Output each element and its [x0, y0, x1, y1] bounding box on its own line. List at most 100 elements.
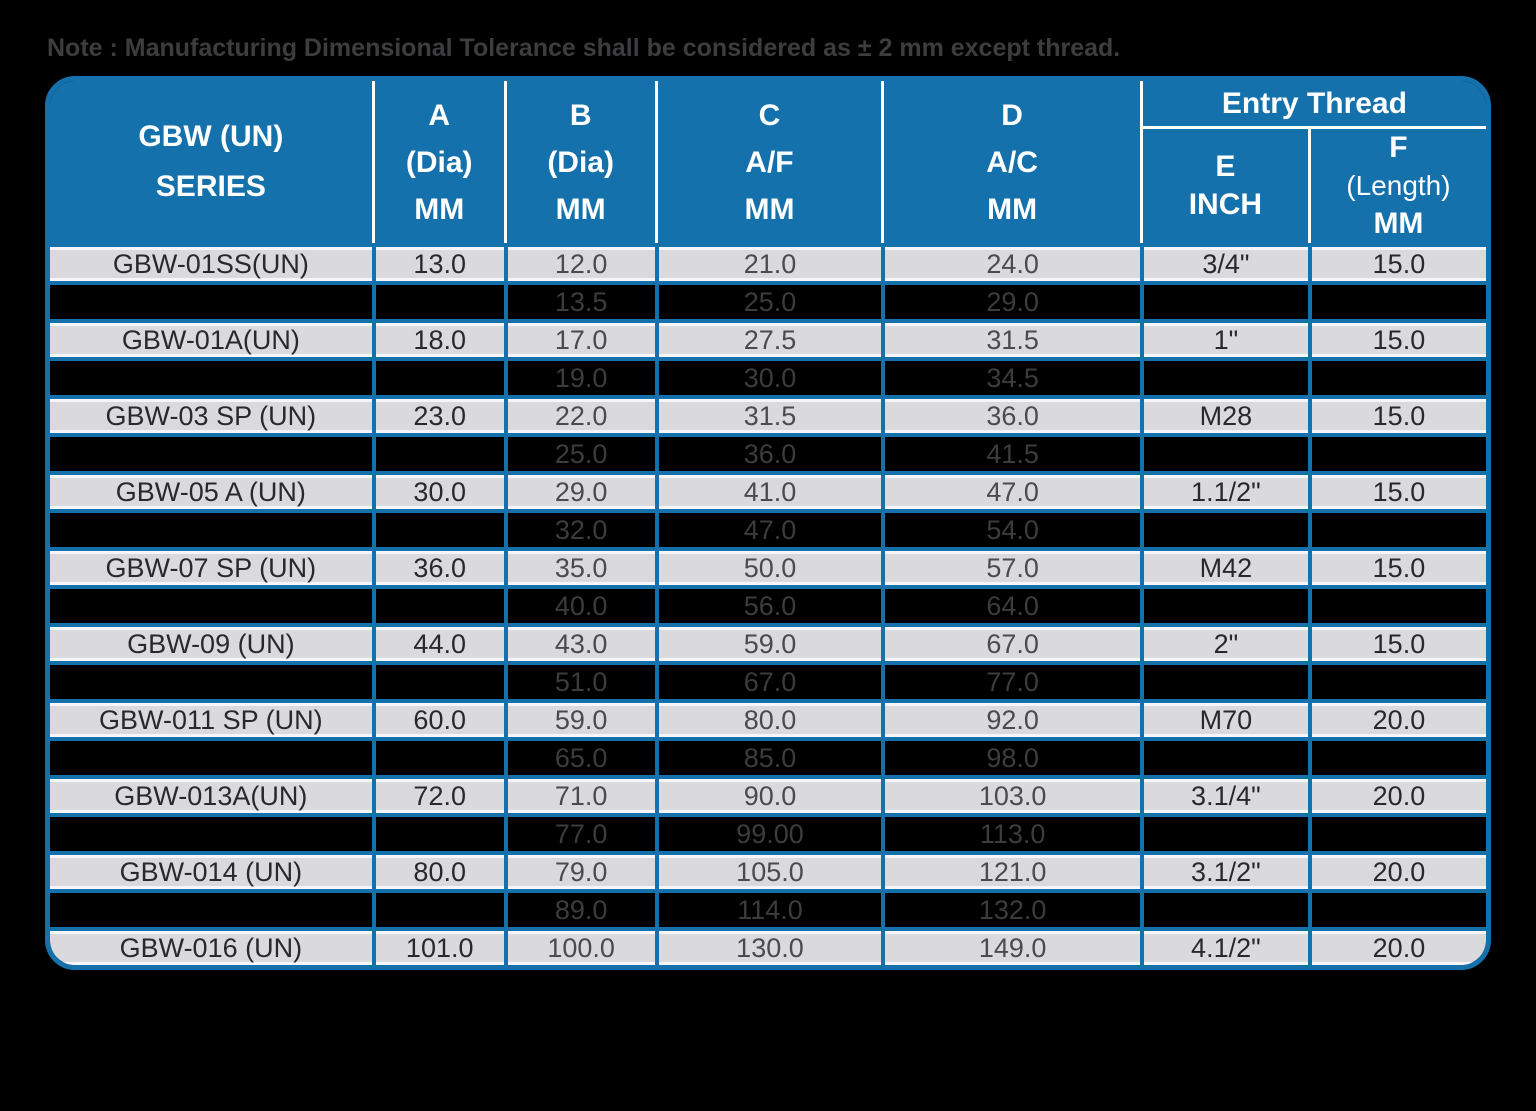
- col-b-dia: (Dia): [547, 145, 614, 179]
- cell-d: 121.0: [881, 851, 1140, 889]
- cell-series: GBW-09 (UN): [50, 623, 372, 661]
- col-f-letter: F: [1389, 131, 1408, 164]
- cell-e: 3/4": [1139, 243, 1308, 281]
- cell-a: [371, 357, 504, 395]
- cell-a: [371, 661, 504, 699]
- col-c-af: A/F: [745, 145, 794, 179]
- cell-d: 24.0: [881, 243, 1140, 281]
- table-row: 32.0 47.0 54.0: [50, 509, 1486, 547]
- gbw-dimension-table: GBW (UN) SERIES A (Dia) MM B (Dia) MM C …: [45, 76, 1491, 970]
- col-e-unit: INCH: [1188, 188, 1263, 221]
- table-row: GBW-01SS(UN) 13.0 12.0 21.0 24.0 3/4" 15.0: [50, 243, 1486, 281]
- cell-e: [1139, 813, 1308, 851]
- col-header-series: GBW (UN) SERIES: [50, 81, 372, 243]
- cell-e: [1139, 433, 1308, 471]
- cell-b: 13.5: [503, 281, 655, 319]
- cell-a: 36.0: [371, 547, 504, 585]
- cell-a: 44.0: [371, 623, 504, 661]
- col-c-letter: C: [758, 98, 781, 132]
- cell-d: 113.0: [881, 813, 1140, 851]
- cell-d: 103.0: [881, 775, 1140, 813]
- cell-c: 30.0: [654, 357, 882, 395]
- cell-f: [1307, 813, 1486, 851]
- table-row: GBW-03 SP (UN) 23.0 22.0 31.5 36.0 M28 15.0: [50, 395, 1486, 433]
- cell-b: 32.0: [503, 509, 655, 547]
- cell-b: 79.0: [503, 851, 655, 889]
- cell-c: 21.0: [654, 243, 882, 281]
- cell-f: [1307, 509, 1486, 547]
- cell-series: [50, 737, 372, 775]
- cell-series: GBW-014 (UN): [50, 851, 372, 889]
- table-body: GBW-01SS(UN) 13.0 12.0 21.0 24.0 3/4" 15.0 13.5…: [50, 243, 1486, 965]
- cell-a: 18.0: [371, 319, 504, 357]
- cell-b: 35.0: [503, 547, 655, 585]
- cell-c: 80.0: [654, 699, 882, 737]
- table-row: GBW-07 SP (UN) 36.0 35.0 50.0 57.0 M42 15.0: [50, 547, 1486, 585]
- cell-a: 101.0: [371, 927, 504, 965]
- col-header-d: D A/C MM: [881, 81, 1140, 243]
- cell-d: 41.5: [881, 433, 1140, 471]
- cell-c: 130.0: [654, 927, 882, 965]
- cell-f: 15.0: [1307, 319, 1486, 357]
- cell-b: 65.0: [503, 737, 655, 775]
- col-d-ac: A/C: [986, 145, 1038, 179]
- cell-f: [1307, 889, 1486, 927]
- cell-e: M42: [1139, 547, 1308, 585]
- col-e-letter: E: [1215, 150, 1236, 183]
- col-a-dia: (Dia): [405, 145, 473, 179]
- cell-series: GBW-03 SP (UN): [50, 395, 372, 433]
- cell-f: 15.0: [1307, 395, 1486, 433]
- cell-b: 59.0: [503, 699, 655, 737]
- col-header-c: C A/F MM: [654, 81, 882, 243]
- cell-e: M28: [1139, 395, 1308, 433]
- table-row: GBW-05 A (UN) 30.0 29.0 41.0 47.0 1.1/2" 15.0: [50, 471, 1486, 509]
- cell-b: 29.0: [503, 471, 655, 509]
- cell-a: [371, 737, 504, 775]
- cell-b: 22.0: [503, 395, 655, 433]
- cell-c: 25.0: [654, 281, 882, 319]
- cell-e: 3.1/2": [1139, 851, 1308, 889]
- table-row: GBW-01A(UN) 18.0 17.0 27.5 31.5 1" 15.0: [50, 319, 1486, 357]
- cell-c: 47.0: [654, 509, 882, 547]
- cell-e: 3.1/4": [1139, 775, 1308, 813]
- col-d-unit: MM: [987, 192, 1038, 226]
- table-row: GBW-016 (UN) 101.0 100.0 130.0 149.0 4.1/2" 20…: [50, 927, 1486, 965]
- cell-b: 40.0: [503, 585, 655, 623]
- cell-a: [371, 509, 504, 547]
- cell-a: 30.0: [371, 471, 504, 509]
- cell-series: GBW-01A(UN): [50, 319, 372, 357]
- cell-a: [371, 813, 504, 851]
- cell-f: [1307, 433, 1486, 471]
- cell-a: [371, 281, 504, 319]
- col-a-letter: A: [428, 98, 451, 132]
- cell-e: M70: [1139, 699, 1308, 737]
- col-f-length: (Length): [1346, 170, 1451, 201]
- cell-c: 105.0: [654, 851, 882, 889]
- cell-f: [1307, 661, 1486, 699]
- cell-d: 29.0: [881, 281, 1140, 319]
- col-b-unit: MM: [555, 192, 606, 226]
- col-b-letter: B: [569, 98, 592, 132]
- cell-d: 47.0: [881, 471, 1140, 509]
- cell-f: 15.0: [1307, 471, 1486, 509]
- cell-f: 15.0: [1307, 623, 1486, 661]
- cell-f: [1307, 737, 1486, 775]
- cell-c: 36.0: [654, 433, 882, 471]
- col-header-a: A (Dia) MM: [371, 81, 504, 243]
- table-header: GBW (UN) SERIES A (Dia) MM B (Dia) MM C …: [50, 81, 1486, 243]
- cell-d: 149.0: [881, 927, 1140, 965]
- cell-d: 98.0: [881, 737, 1140, 775]
- cell-d: 132.0: [881, 889, 1140, 927]
- cell-b: 51.0: [503, 661, 655, 699]
- cell-a: 13.0: [371, 243, 504, 281]
- cell-e: 1": [1139, 319, 1308, 357]
- cell-a: 23.0: [371, 395, 504, 433]
- col-header-entry-thread: Entry Thread: [1139, 81, 1486, 129]
- cell-b: 17.0: [503, 319, 655, 357]
- cell-b: 71.0: [503, 775, 655, 813]
- cell-e: [1139, 585, 1308, 623]
- cell-e: [1139, 661, 1308, 699]
- cell-b: 19.0: [503, 357, 655, 395]
- cell-series: GBW-01SS(UN): [50, 243, 372, 281]
- cell-series: GBW-016 (UN): [50, 927, 372, 965]
